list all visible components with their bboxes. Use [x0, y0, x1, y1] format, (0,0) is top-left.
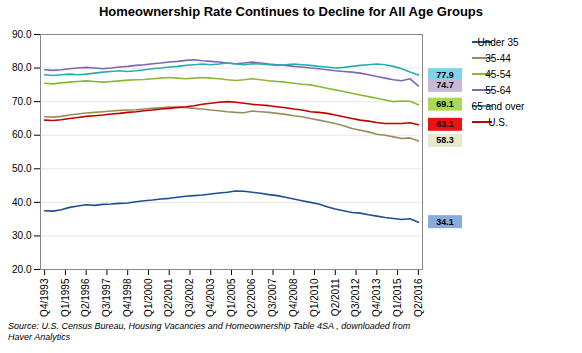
svg-text:65 and over: 65 and over: [472, 101, 525, 112]
svg-text:55-64: 55-64: [485, 85, 511, 96]
svg-text:Q3/2007: Q3/2007: [267, 278, 278, 317]
html-text:Homeownership Rate Continues t: Homeownership Rate Continues to Decline …: [99, 4, 483, 19]
svg-text:74.7: 74.7: [436, 80, 454, 90]
svg-text:Q2/2011: Q2/2011: [330, 278, 341, 316]
svg-text:Q3/1997: Q3/1997: [101, 278, 112, 317]
svg-text:Q2/1996: Q2/1996: [80, 278, 91, 317]
svg-text:30.0: 30.0: [12, 230, 32, 241]
svg-text:70.0: 70.0: [12, 96, 32, 107]
svg-text:20.0: 20.0: [12, 264, 32, 275]
svg-text:Q2/2001: Q2/2001: [163, 278, 174, 317]
svg-text:Q3/2012: Q3/2012: [350, 278, 361, 317]
svg-text:Q4/2008: Q4/2008: [288, 278, 299, 317]
svg-text:Q1/2010: Q1/2010: [309, 278, 320, 317]
svg-text:Q4/2013: Q4/2013: [371, 278, 382, 317]
svg-text:50.0: 50.0: [12, 163, 32, 174]
svg-text:58.3: 58.3: [436, 135, 454, 145]
svg-text:Q1/1995: Q1/1995: [60, 278, 71, 317]
svg-text:Q4/2003: Q4/2003: [205, 278, 216, 317]
svg-text:60.0: 60.0: [12, 129, 32, 140]
svg-text:40.0: 40.0: [12, 197, 32, 208]
svg-text:Q2/2016: Q2/2016: [413, 278, 424, 317]
svg-text:69.1: 69.1: [436, 99, 454, 109]
svg-text:Q1/2015: Q1/2015: [392, 278, 403, 317]
svg-text:45-54: 45-54: [485, 69, 511, 80]
svg-text:Q3/2002: Q3/2002: [184, 278, 195, 317]
svg-text:Q4/1993: Q4/1993: [39, 278, 50, 317]
svg-text:80.0: 80.0: [12, 62, 32, 73]
svg-text:Q2/2006: Q2/2006: [246, 278, 257, 317]
svg-text:Q4/1998: Q4/1998: [122, 278, 133, 317]
svg-text:34.1: 34.1: [436, 217, 454, 227]
svg-text:U.S.: U.S.: [488, 117, 507, 128]
svg-text:Q1/2000: Q1/2000: [143, 278, 154, 317]
svg-text:Under 35: Under 35: [477, 37, 519, 48]
html-text:Source: U.S. Census Bureau, Ho: Source: U.S. Census Bureau, Housing Vaca…: [8, 321, 411, 342]
svg-text:35-44: 35-44: [485, 53, 511, 64]
svg-text:63.1: 63.1: [436, 119, 454, 129]
svg-text:90.0: 90.0: [12, 29, 32, 40]
svg-text:77.9: 77.9: [436, 70, 454, 80]
svg-text:Q1/2005: Q1/2005: [226, 278, 237, 317]
